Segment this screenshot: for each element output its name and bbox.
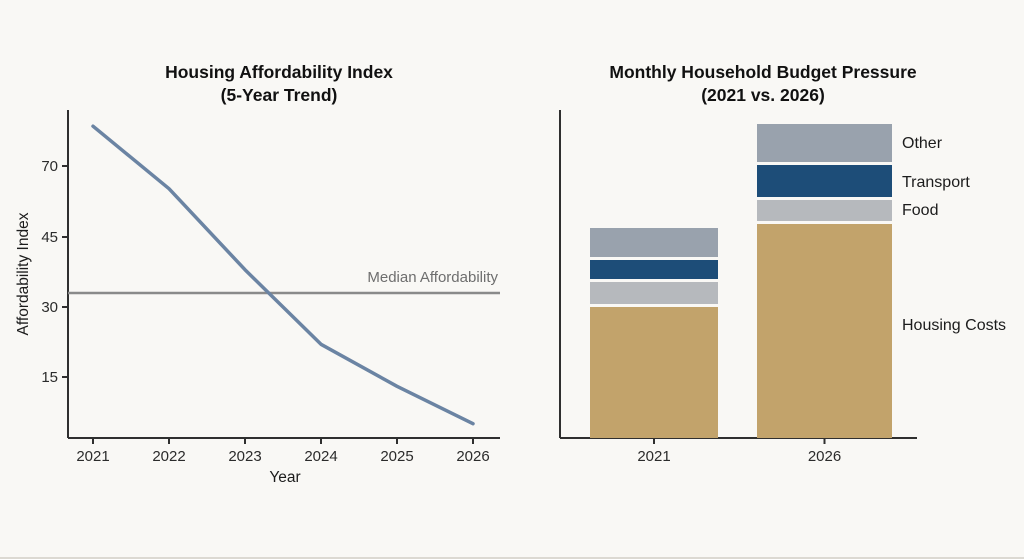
x-tick-label: 2021 [76,448,109,465]
left-y-axis-label: Affordability Index [15,212,32,335]
y-tick-label: 45 [41,229,58,246]
x-tick-label: 2024 [304,448,337,465]
x-tick-label: 2021 [637,448,670,465]
x-tick-label: 2023 [228,448,261,465]
stacked-bars [590,124,892,438]
segment-label-housing-costs: Housing Costs [902,317,1006,334]
bar-segment-other-2026 [757,124,892,162]
segment-label-food: Food [902,202,938,219]
affordability-trend-line [91,124,475,426]
right-x-ticks: 2021 2026 [637,438,841,465]
y-tick-label: 30 [41,299,58,316]
affordability-line-chart: Housing Affordability Index (5-Year Tren… [15,62,500,486]
left-x-axis-label: Year [269,469,300,486]
x-tick-label: 2022 [152,448,185,465]
segment-labels: Other Transport Food Housing Costs [902,135,1006,334]
bar-segment-food-2026 [757,200,892,221]
right-chart-title-line1: Monthly Household Budget Pressure [609,62,917,82]
budget-stacked-bar-chart: Monthly Household Budget Pressure (2021 … [559,62,1006,465]
right-chart-title-line2: (2021 vs. 2026) [701,85,825,105]
left-chart-title-line1: Housing Affordability Index [165,62,393,82]
bar-segment-housing-costs-2026 [757,224,892,438]
bar-segment-food-2021 [590,282,718,304]
segment-label-transport: Transport [902,174,970,191]
segment-label-other: Other [902,135,943,152]
y-tick-label: 15 [41,369,58,386]
bar-segment-housing-costs-2021 [590,307,718,438]
left-y-ticks: 70 45 30 15 [41,158,68,386]
x-tick-label: 2026 [456,448,489,465]
left-chart-title-line2: (5-Year Trend) [221,85,338,105]
median-line-label: Median Affordability [367,269,498,286]
image-bottom-edge [0,557,1024,559]
bar-segment-other-2021 [590,228,718,257]
y-tick-label: 70 [41,158,58,175]
x-tick-label: 2026 [808,448,841,465]
bar-segment-transport-2021 [590,260,718,279]
left-x-ticks: 2021 2022 2023 2024 2025 2026 [76,438,490,465]
bar-segment-transport-2026 [757,165,892,197]
x-tick-label: 2025 [380,448,413,465]
